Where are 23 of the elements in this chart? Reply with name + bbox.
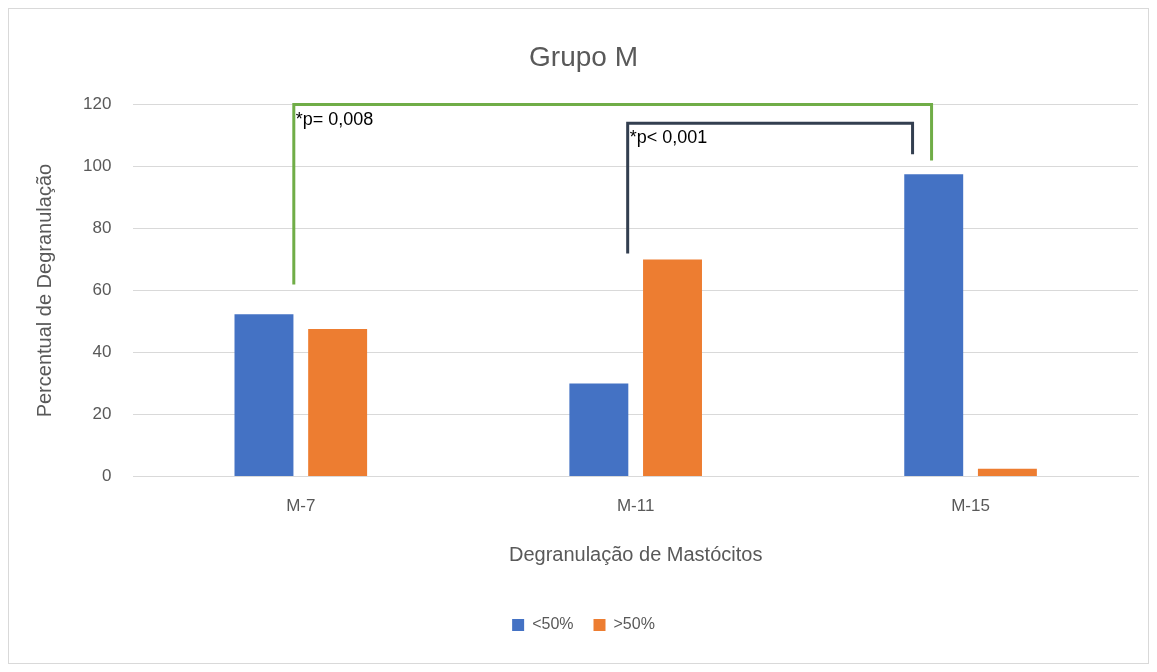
x-tick-label: M-11: [616, 496, 655, 516]
bar: [308, 329, 368, 477]
y-axis-title: Percentual de Degranulação: [32, 163, 55, 418]
bar: [234, 314, 294, 477]
annotation: *p< 0,001: [629, 127, 708, 149]
annotation: *p= 0,008: [295, 108, 374, 130]
chart-title: Grupo M: [529, 40, 638, 72]
x-tick-label: M-15: [951, 496, 990, 516]
bar: [643, 259, 702, 477]
y-tick-label: 100: [82, 156, 112, 176]
x-axis-title: Degranulação de Mastócitos: [508, 542, 763, 565]
y-tick-label: 0: [101, 466, 112, 486]
x-tick-label: M-7: [286, 496, 316, 516]
y-tick-label: 120: [82, 94, 112, 114]
y-tick-label: 60: [92, 280, 112, 300]
bar: [569, 383, 629, 477]
y-tick-label: 20: [92, 404, 112, 424]
bar: [977, 468, 1037, 477]
bar: [904, 174, 964, 477]
legend-label: <50%: [532, 615, 574, 633]
y-tick-label: 80: [92, 218, 112, 238]
y-tick-label: 40: [92, 342, 112, 362]
legend-label: >50%: [613, 615, 655, 633]
